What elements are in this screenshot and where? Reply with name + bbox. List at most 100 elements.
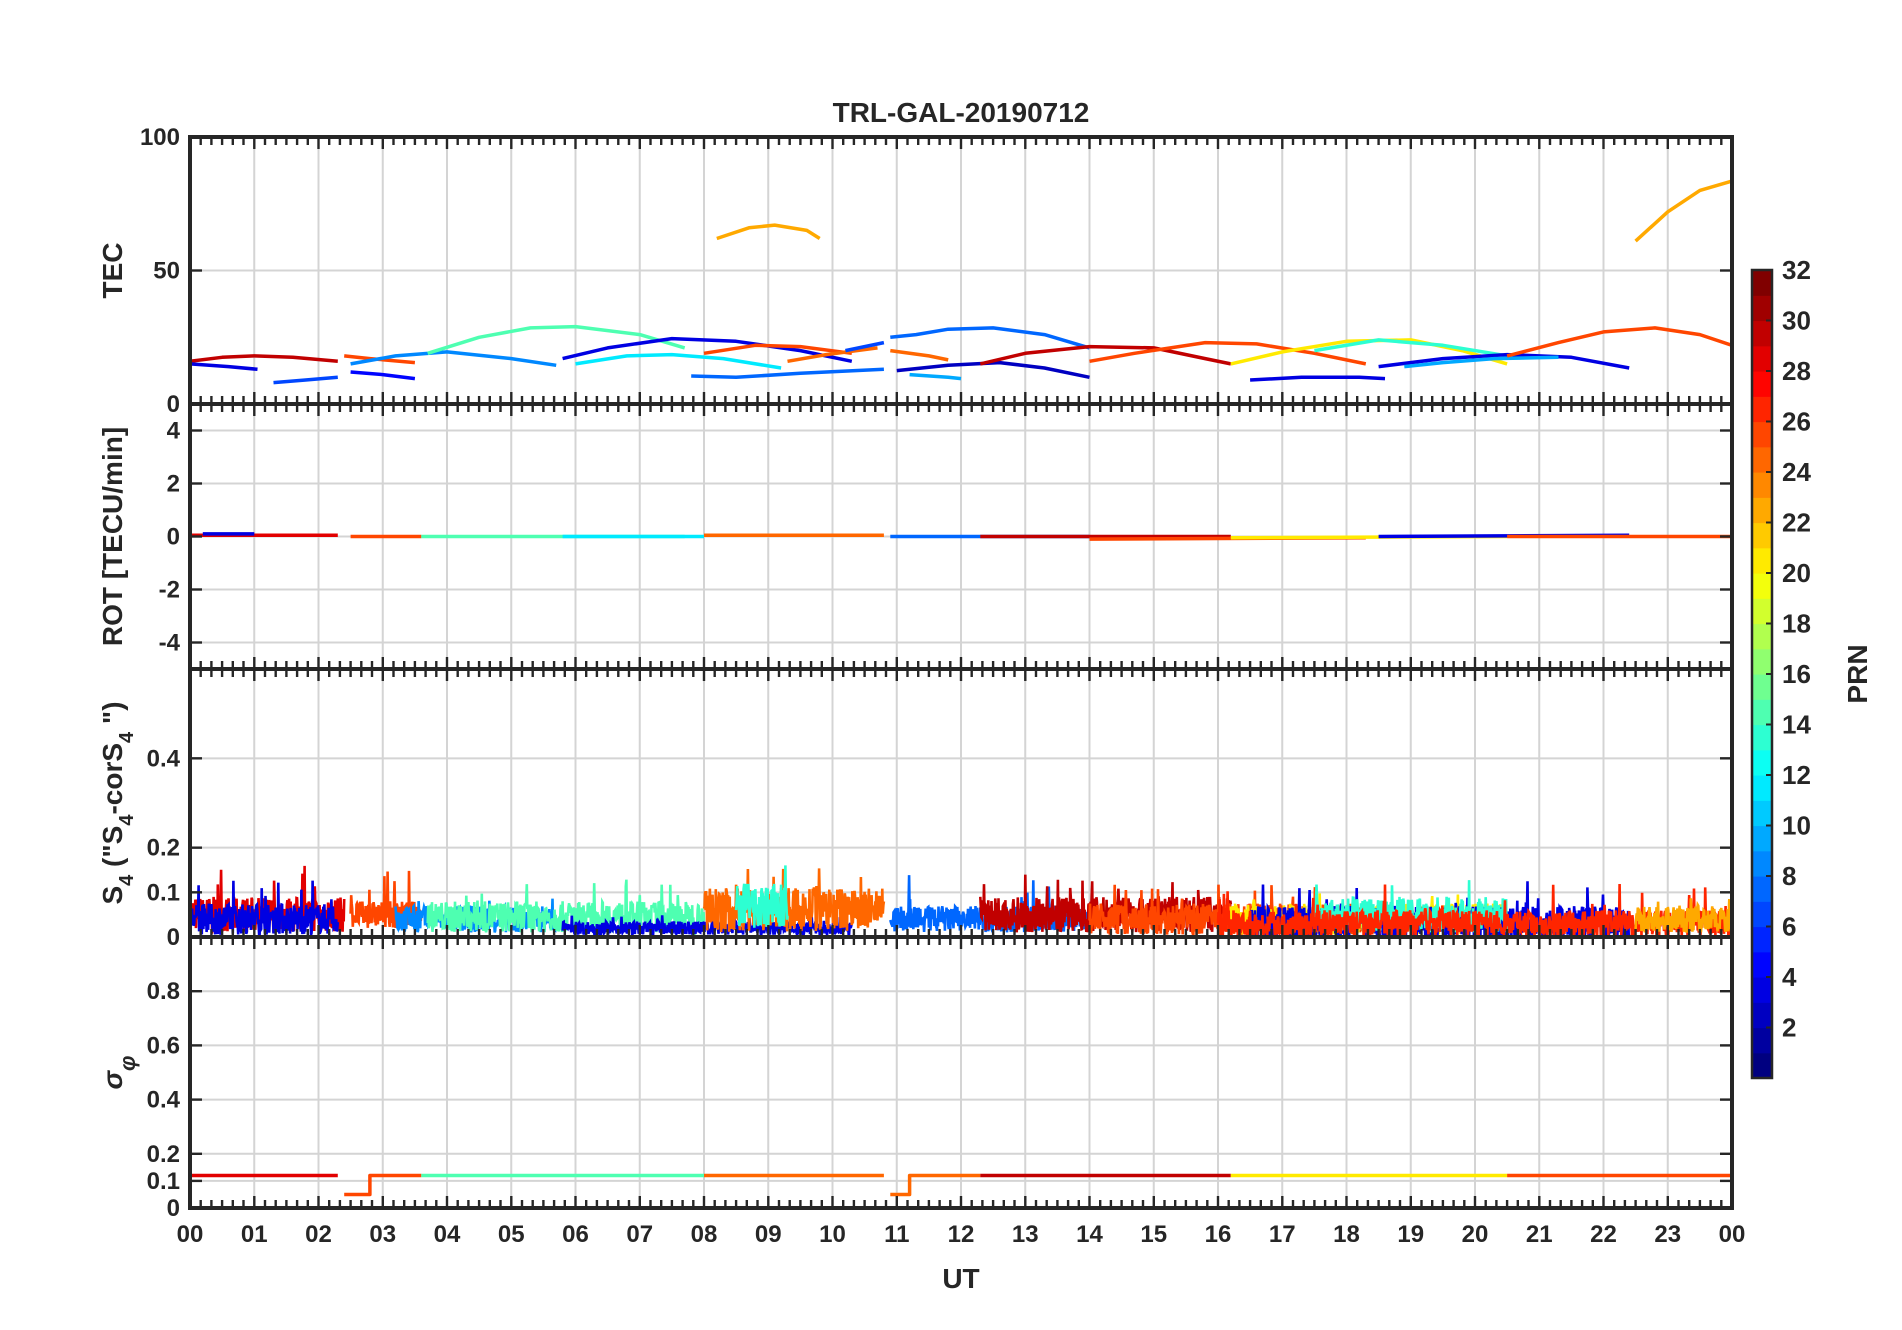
colorbar-swatch [1752,598,1772,625]
colorbar-tick-label: 16 [1782,659,1811,689]
x-tick-label: 00 [1719,1221,1746,1248]
x-tick-label: 18 [1333,1221,1360,1248]
colorbar-swatch [1752,446,1772,473]
colorbar-tick-label: 14 [1782,710,1811,740]
x-tick-label: 23 [1654,1221,1681,1248]
x-tick-label: 06 [562,1221,589,1248]
x-ticks [188,937,1734,1208]
x-tick-label: 09 [755,1221,782,1248]
series-prn-4 [562,336,853,364]
series-prn-26 [1089,340,1367,366]
series-prn-4 [190,362,258,372]
y-tick-label: 50 [153,258,180,285]
y-tick-label: -2 [159,577,180,604]
x-tick-label: 13 [1012,1221,1039,1248]
y-axis-label-s4: S4 ("S4-corS4 ") [97,701,138,904]
colorbar-swatch [1752,850,1772,877]
series-prn-23 [1634,179,1732,243]
series-prn-8 [691,367,884,380]
colorbar-swatch [1752,977,1772,1003]
series-group [190,179,1732,385]
colorbar-swatch [1752,547,1772,574]
colorbar-tick-label: 10 [1782,811,1811,841]
x-tick-label: 03 [369,1221,396,1248]
colorbar-tick-label: 4 [1782,962,1797,992]
x-ticks [188,137,1734,404]
panel-sigma_phi: 00.10.2 0.4 0.6 0.8 σφ 00 01 02 03 04 05 06 07 08 09 10… [97,935,1746,1248]
series-prn-26 [1506,326,1732,358]
colorbar-swatch [1752,674,1772,700]
series-group [190,1173,1732,1197]
colorbar-tick-label: 24 [1782,457,1811,487]
colorbar-swatch [1752,901,1772,928]
x-tick-label: 15 [1140,1221,1167,1248]
colorbar-swatch [1752,775,1772,801]
series-group [190,532,1732,541]
series-prn-26 [344,354,416,365]
x-tick-label: 22 [1590,1221,1617,1248]
colorbar-tick-label: 22 [1782,508,1811,538]
y-tick-label: 0 [167,924,180,951]
colorbar-tick-label: 18 [1782,609,1811,639]
panel-s4: 0 0.1 0.2 0.4 S4 ("S4-corS4 ") [97,667,1734,951]
colorbar-swatch [1752,876,1772,902]
y-tick-label: 0.4 [147,1087,181,1114]
series-prn-12 [575,352,782,370]
series-prn-25 [890,1173,981,1197]
series-prn-25 [890,348,949,362]
x-axis-label: UT [942,1263,979,1294]
colorbar-tick-label: 20 [1782,558,1811,588]
series-prn-4 [190,880,340,937]
x-tick-label: 08 [691,1221,718,1248]
y-tick-label: 0 [167,524,180,551]
y-tick-label: 0 [167,391,180,418]
x-tick-label: 16 [1205,1221,1232,1248]
series-prn-8 [890,326,1090,350]
y-tick-label: 0.1 [147,879,180,906]
series-prn-10 [1404,355,1559,369]
series-prn-26 [344,1173,422,1197]
series-prn-25 [787,346,878,364]
y-axis-label-rot: ROT [TECU/min] [97,427,128,646]
colorbar-swatch [1752,724,1772,751]
colorbar-swatch [1752,926,1772,953]
y-tick-label: 0.6 [147,1032,180,1059]
series-prn-3 [896,360,1090,380]
colorbar-swatch [1752,345,1772,372]
series-prn-15 [427,324,686,355]
series-prn-5 [350,370,416,381]
series-prn-23 [716,223,821,241]
colorbar-swatch [1752,1002,1772,1029]
colorbar-tick-label: 12 [1782,760,1811,790]
colorbar-tick-label: 8 [1782,861,1796,891]
y-tick-label: -4 [159,630,181,657]
colorbar-swatch [1752,648,1772,675]
x-tick-label: 21 [1526,1221,1553,1248]
panel-tec: 0 50 100 TEC [97,124,1734,418]
x-tick-label: 14 [1076,1221,1103,1248]
x-tick-label: 07 [626,1221,653,1248]
colorbar-tick-label: 32 [1782,255,1811,285]
series-prn-7 [273,375,338,385]
colorbar-tick-label: 28 [1782,356,1811,386]
series-prn-23 [1634,898,1732,933]
colorbar-swatch [1752,497,1772,524]
colorbar-swatch [1752,421,1772,448]
series-prn-14 [734,865,789,928]
x-tick-label: 20 [1462,1221,1489,1248]
y-tick-label: 0.4 [147,745,181,772]
y-tick-label: 0.8 [147,978,180,1005]
series-prn-7 [845,340,885,353]
colorbar-swatch [1752,825,1772,852]
x-tick-label: 00 [177,1221,204,1248]
chart-title: TRL-GAL-20190712 [833,97,1090,128]
x-tick-label: 04 [434,1221,461,1248]
y-tick-label: 0.2 [147,1141,180,1168]
x-tick-label: 10 [819,1221,846,1248]
series-prn-10 [909,372,962,381]
colorbar-swatch [1752,371,1772,397]
panel-rot: -4 -2 0 2 4 ROT [TECU/min] [97,402,1734,671]
x-tick-label: 02 [305,1221,332,1248]
